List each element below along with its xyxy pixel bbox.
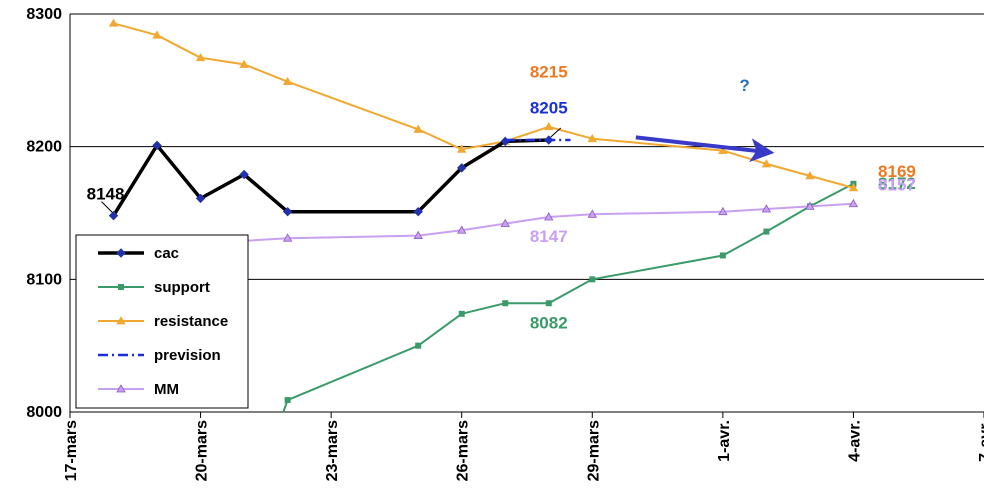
legend-label-prevision: prevision bbox=[154, 347, 221, 364]
y-tick-label: 8200 bbox=[26, 139, 62, 156]
point-resistance bbox=[108, 18, 119, 27]
data-label: 8215 bbox=[530, 63, 568, 82]
point-mm bbox=[457, 225, 467, 234]
data-label: 8148 bbox=[87, 185, 125, 204]
legend-marker-cac bbox=[116, 248, 126, 258]
point-mm bbox=[282, 233, 293, 242]
point-resistance bbox=[848, 182, 859, 192]
point-cac bbox=[152, 140, 162, 151]
point-mm bbox=[848, 198, 859, 208]
x-tick-label: 7-avr. bbox=[977, 420, 984, 462]
point-cac bbox=[282, 206, 293, 217]
x-tick-label: 1-avr. bbox=[716, 420, 733, 462]
point-support bbox=[719, 252, 726, 259]
series-line-resistance bbox=[113, 22, 854, 189]
data-label: 8169 bbox=[878, 162, 916, 181]
x-tick-label: 23-mars bbox=[324, 420, 341, 481]
point-support bbox=[284, 397, 291, 404]
series-line-support bbox=[282, 182, 854, 413]
point-support bbox=[763, 228, 770, 235]
y-tick-label: 8100 bbox=[26, 271, 62, 288]
point-mm bbox=[718, 206, 728, 216]
point-cac bbox=[457, 163, 467, 173]
point-mm bbox=[805, 201, 815, 210]
point-resistance bbox=[152, 30, 162, 39]
point-resistance bbox=[195, 52, 206, 62]
point-mm bbox=[544, 212, 554, 221]
data-label: 8082 bbox=[530, 313, 568, 332]
point-cac bbox=[413, 206, 423, 217]
x-tick-label: 26-mars bbox=[455, 420, 472, 481]
y-tick-label: 8000 bbox=[26, 404, 62, 421]
point-mm bbox=[761, 204, 772, 213]
legend-label-cac: cac bbox=[154, 245, 179, 262]
point-support bbox=[502, 300, 509, 307]
x-tick-label: 29-mars bbox=[585, 420, 602, 481]
legend-marker-resistance bbox=[116, 316, 126, 325]
y-tick-label: 8300 bbox=[26, 6, 62, 23]
trend-arrow bbox=[635, 135, 775, 163]
leader-line-8148 bbox=[101, 201, 113, 214]
point-cac bbox=[239, 169, 249, 180]
point-resistance bbox=[761, 159, 772, 168]
data-label: ? bbox=[739, 76, 749, 95]
legend-marker-mm bbox=[116, 384, 126, 393]
point-resistance bbox=[544, 121, 554, 131]
point-support bbox=[458, 310, 465, 317]
series-line-cac bbox=[112, 138, 549, 217]
data-label: 8147 bbox=[530, 227, 568, 246]
point-resistance bbox=[805, 171, 815, 180]
point-resistance bbox=[587, 133, 597, 143]
point-mm bbox=[413, 230, 423, 239]
point-mm bbox=[500, 218, 510, 228]
leader-line-8205 bbox=[550, 127, 562, 138]
point-cac bbox=[195, 193, 206, 204]
data-label: 8205 bbox=[530, 99, 568, 118]
point-resistance bbox=[413, 124, 423, 133]
point-resistance bbox=[718, 145, 728, 155]
point-mm bbox=[587, 209, 597, 218]
point-support bbox=[415, 342, 422, 349]
legend-marker-support bbox=[118, 284, 124, 290]
legend-label-support: support bbox=[154, 279, 210, 296]
point-resistance bbox=[457, 144, 467, 153]
point-cac bbox=[108, 210, 119, 221]
x-tick-label: 17-mars bbox=[63, 420, 80, 481]
point-support bbox=[545, 300, 552, 307]
point-resistance bbox=[282, 76, 293, 86]
legend-label-resistance: resistance bbox=[154, 313, 228, 330]
x-tick-label: 20-mars bbox=[194, 420, 211, 481]
point-support bbox=[589, 276, 596, 283]
point-resistance bbox=[239, 59, 249, 68]
x-tick-label: 4-avr. bbox=[846, 420, 863, 462]
data-label: 8172 bbox=[878, 174, 916, 193]
legend-label-mm: MM bbox=[154, 381, 179, 398]
data-label: 8157 bbox=[878, 175, 916, 194]
